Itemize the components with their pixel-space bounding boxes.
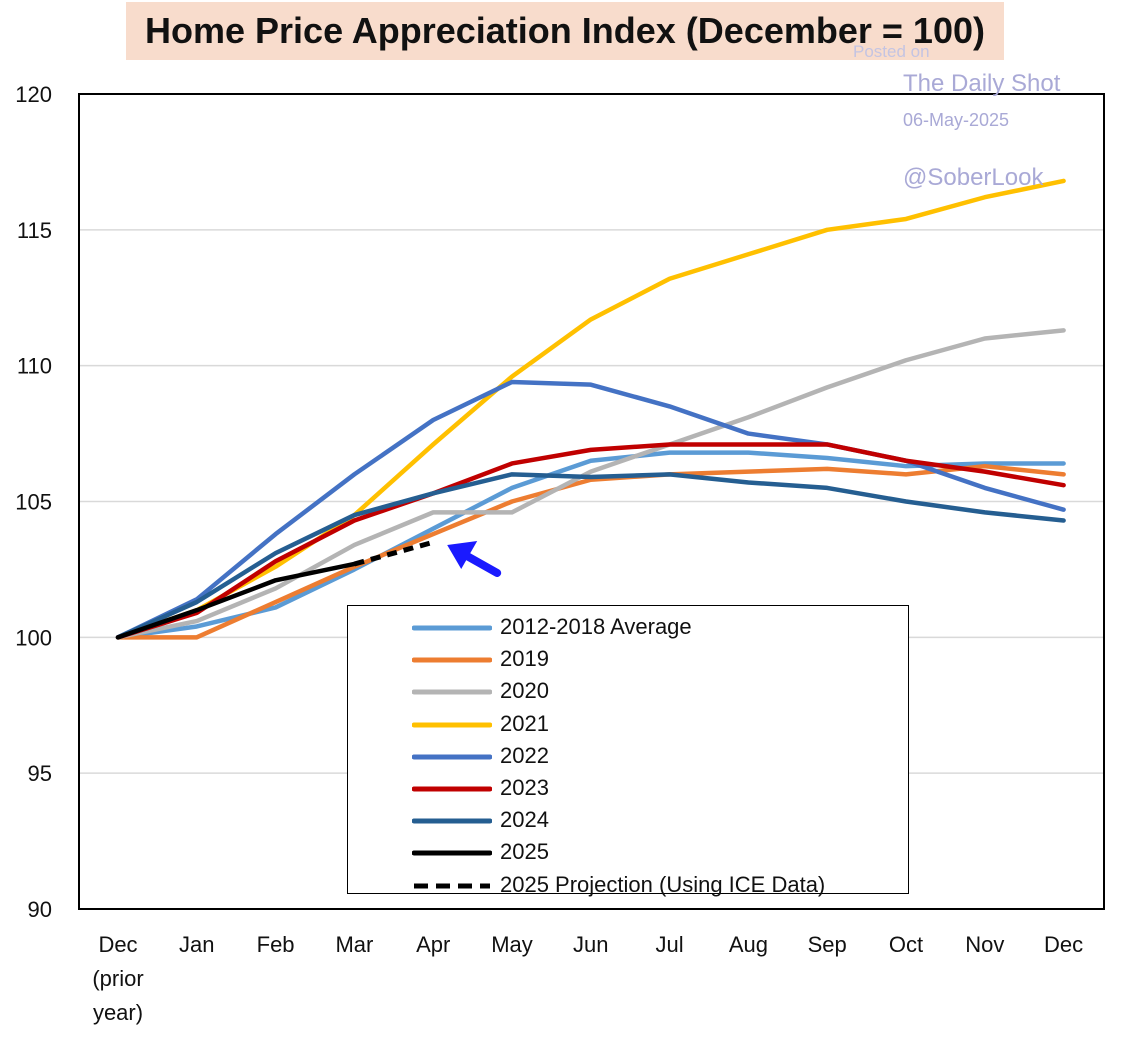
legend-item: 2021 <box>348 709 908 741</box>
x-tick-label: Mar <box>335 932 373 957</box>
legend-label: 2022 <box>500 742 549 768</box>
series-line-2021 <box>115 178 1066 640</box>
legend-swatch <box>412 818 492 824</box>
legend-swatch <box>412 657 492 663</box>
plot-frame <box>78 93 1105 910</box>
legend: 2012-2018 Average 2019 2020 2021 2022 2023 202… <box>347 605 909 897</box>
x-tick-label: Dec (prior year) <box>92 932 143 1025</box>
legend-item: 2020 <box>348 676 908 708</box>
series-line-2012-2018-average <box>115 450 1066 640</box>
legend-label: 2021 <box>500 710 549 736</box>
series-line-2022 <box>115 379 1066 640</box>
y-tick-label: 95 <box>28 761 52 786</box>
legend-swatch <box>412 625 492 631</box>
legend-label: 2019 <box>500 646 549 672</box>
legend-swatch <box>412 754 492 760</box>
x-tick-label: May <box>491 932 533 957</box>
legend-label: 2020 <box>500 678 549 704</box>
legend-label: 2012-2018 Average <box>500 614 692 639</box>
legend-swatch <box>412 689 492 695</box>
legend-label: 2025 <box>500 839 549 865</box>
watermark-handle: @SoberLook <box>903 164 1044 191</box>
chart-title: Home Price Appreciation Index (December … <box>145 10 985 51</box>
legend-item: 2025 Projection (Using ICE Data) <box>348 870 908 902</box>
legend-swatch <box>414 883 490 889</box>
legend-item: 2022 <box>348 741 908 773</box>
y-tick-label: 100 <box>15 625 52 650</box>
series-line-2024 <box>115 472 1066 640</box>
annotation-arrow-head <box>447 540 478 569</box>
x-tick-label: Apr <box>416 932 450 957</box>
legend-item: 2012-2018 Average <box>348 612 908 644</box>
series-line-2023 <box>115 442 1066 640</box>
series-line-2025-projection-using-ice-data <box>353 539 434 567</box>
legend-swatch <box>412 850 492 856</box>
y-tick-label: 105 <box>15 490 52 515</box>
x-tick-label: Aug <box>729 932 768 957</box>
legend-label: 2024 <box>500 807 549 833</box>
x-tick-label: Dec <box>1044 932 1083 957</box>
title-banner: Home Price Appreciation Index (December … <box>126 2 1004 60</box>
x-tick-label: Jul <box>656 932 684 957</box>
series-line-2020 <box>115 328 1066 640</box>
legend-item: 2019 <box>348 644 908 676</box>
legend-item: 2025 <box>348 837 908 869</box>
legend-swatch <box>412 786 492 792</box>
x-tick-label: Feb <box>257 932 295 957</box>
legend-label: 2023 <box>500 775 549 800</box>
series-line-2025 <box>115 561 357 640</box>
x-tick-label: Jan <box>179 932 214 957</box>
watermark-date: 06-May-2025 <box>903 110 1010 130</box>
watermark-name: The Daily Shot <box>903 70 1061 97</box>
series-line-2019 <box>115 463 1066 640</box>
legend-label: 2025 Projection (Using ICE Data) <box>500 871 826 897</box>
x-tick-label: Oct <box>889 932 923 957</box>
legend-item: 2023 <box>348 773 908 805</box>
legend-swatch <box>412 722 492 728</box>
y-tick-label: 90 <box>28 897 52 922</box>
watermark-posted: Posted on <box>853 42 930 61</box>
annotation-arrow-shaft <box>461 550 502 577</box>
y-tick-label: 120 <box>15 82 52 107</box>
legend-item: 2024 <box>348 805 908 837</box>
x-tick-label: Sep <box>808 932 847 957</box>
y-tick-label: 110 <box>17 354 52 379</box>
x-tick-label: Nov <box>965 932 1004 957</box>
x-tick-label: Jun <box>573 932 608 957</box>
y-tick-label: 115 <box>17 218 52 243</box>
